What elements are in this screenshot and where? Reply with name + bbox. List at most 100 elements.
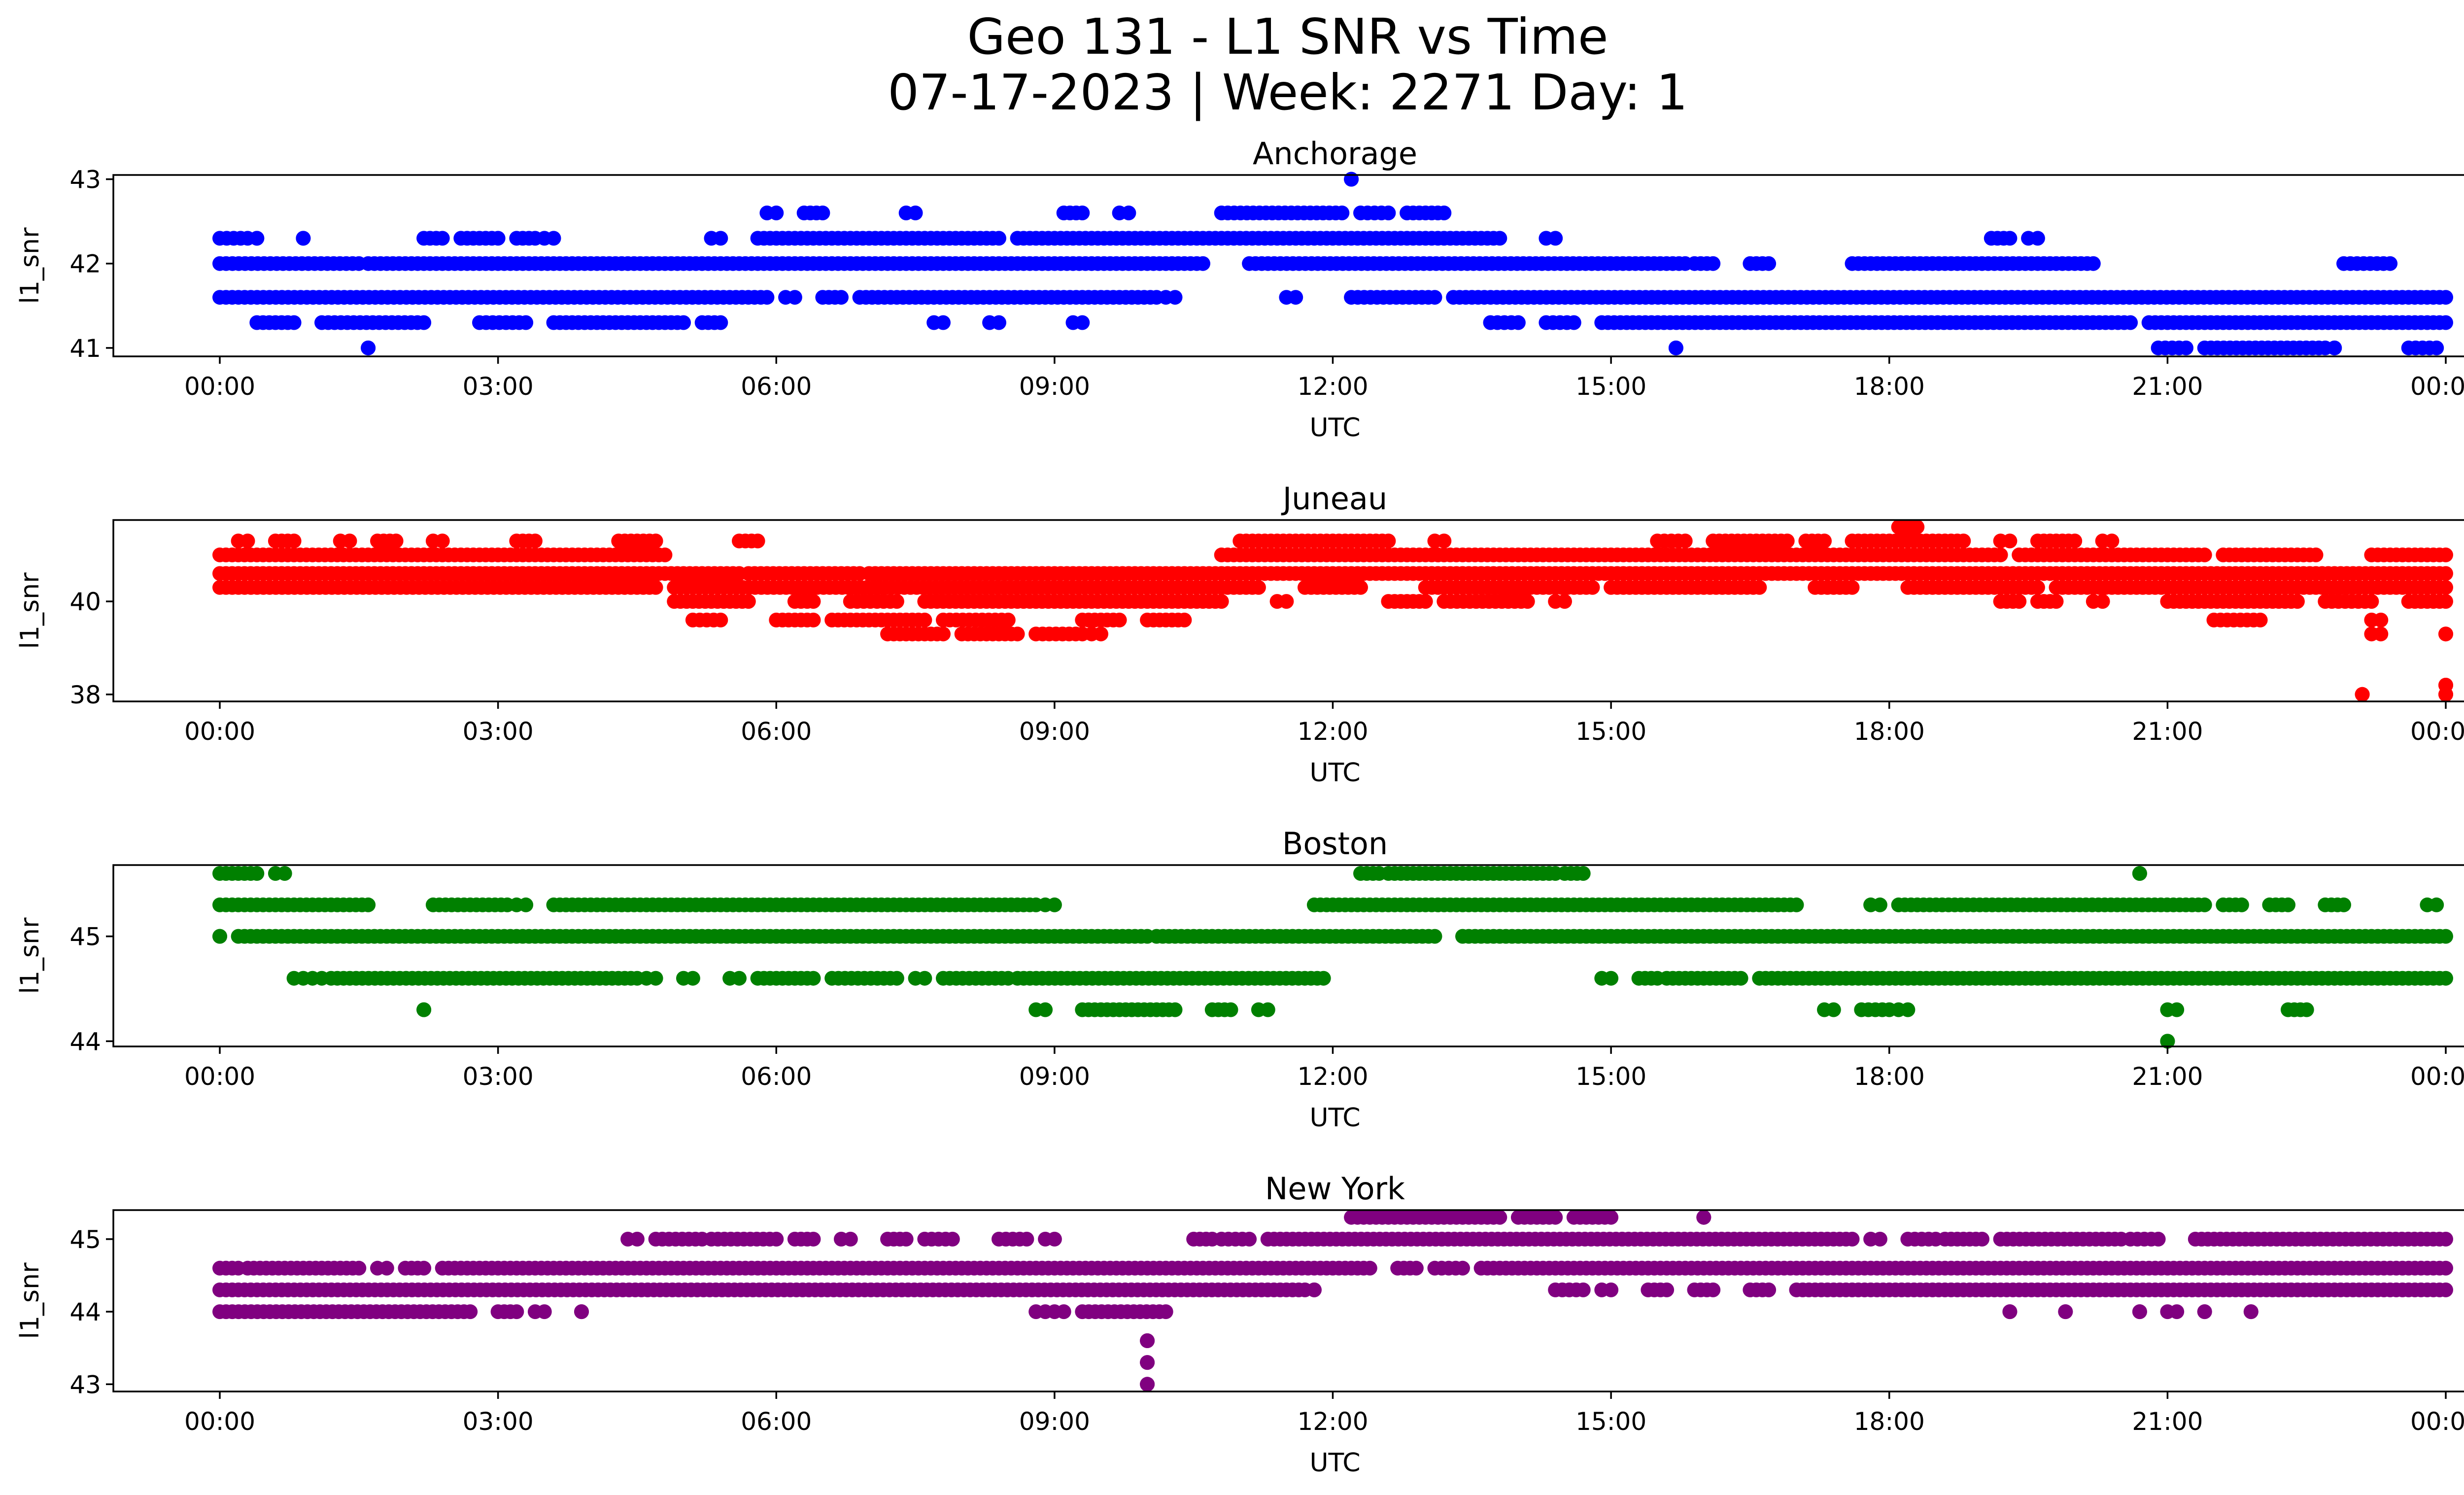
data-point — [806, 1231, 821, 1247]
data-point — [509, 1304, 524, 1320]
data-point — [2383, 256, 2398, 271]
y-axis-label: l1_snr — [15, 917, 45, 994]
x-tick-label: 12:00 — [1297, 372, 1368, 401]
data-point — [2429, 340, 2444, 355]
data-point — [2373, 626, 2389, 642]
data-point — [1112, 612, 1127, 627]
data-point — [1956, 533, 1971, 549]
data-point — [2429, 897, 2444, 912]
data-point — [1427, 290, 1442, 305]
y-tick-label: 44 — [69, 1027, 101, 1056]
data-point — [2179, 340, 2193, 355]
y-tick-label: 38 — [69, 681, 101, 709]
data-point — [1408, 1260, 1424, 1276]
axes-frame — [112, 1209, 2464, 1392]
data-point — [537, 1304, 552, 1320]
data-point — [2253, 612, 2268, 627]
x-tick-label: 18:00 — [1854, 1062, 1925, 1091]
data-point — [2438, 678, 2453, 693]
data-point — [1251, 580, 1266, 595]
data-point — [1056, 1304, 1071, 1320]
data-point — [936, 626, 951, 642]
data-point — [2104, 533, 2120, 549]
scatter-points — [212, 172, 2453, 355]
data-point — [1604, 1282, 1619, 1297]
data-point — [1604, 971, 1619, 986]
data-point — [2355, 687, 2370, 702]
data-point — [1492, 1210, 1507, 1225]
data-point — [1668, 340, 1683, 355]
data-point — [361, 897, 376, 912]
data-point — [2438, 1260, 2453, 1276]
data-point — [1260, 1002, 1275, 1017]
data-point — [1316, 971, 1331, 986]
x-tick-label: 09:00 — [1019, 1062, 1090, 1091]
data-point — [361, 340, 376, 355]
data-point — [2086, 256, 2101, 271]
data-point — [1575, 1282, 1591, 1297]
data-point — [2299, 1002, 2314, 1017]
data-point — [2002, 231, 2018, 246]
data-point — [1381, 206, 1396, 220]
data-point — [518, 897, 534, 912]
data-point — [2438, 971, 2453, 986]
data-point — [574, 1304, 589, 1320]
data-point — [2438, 290, 2453, 305]
data-point — [286, 315, 302, 330]
data-point — [1437, 533, 1452, 549]
data-point — [1019, 1231, 1034, 1247]
data-point — [379, 1260, 394, 1276]
data-point — [732, 971, 747, 986]
subplot-title: New York — [1265, 1171, 1405, 1207]
data-point — [2373, 612, 2389, 627]
x-axis-label: UTC — [1309, 413, 1360, 443]
scatter-points — [212, 520, 2453, 702]
data-point — [1306, 1282, 1322, 1297]
data-point — [1427, 929, 1442, 944]
data-point — [240, 533, 255, 549]
data-point — [2290, 594, 2305, 609]
data-point — [546, 231, 561, 246]
data-point — [1288, 290, 1303, 305]
data-point — [2438, 594, 2453, 609]
x-tick-label: 03:00 — [463, 717, 534, 746]
data-point — [1094, 626, 1108, 642]
x-tick-label: 21:00 — [2132, 717, 2203, 746]
y-axis-label: l1_snr — [15, 1262, 45, 1339]
data-point — [1900, 1002, 1916, 1017]
x-tick-label: 15:00 — [1575, 372, 1646, 401]
y-axis-label: l1_snr — [15, 572, 45, 649]
x-axis-label: UTC — [1309, 1103, 1360, 1133]
x-tick-label: 00:00 — [184, 372, 255, 401]
x-tick-label: 12:00 — [1297, 717, 1368, 746]
data-point — [992, 315, 1006, 330]
data-point — [2336, 897, 2351, 912]
data-point — [1167, 290, 1183, 305]
data-point — [490, 231, 506, 246]
data-point — [2002, 533, 2018, 549]
x-tick-label: 09:00 — [1019, 1407, 1090, 1436]
data-point — [1344, 172, 1359, 187]
subplot-title: Boston — [1282, 826, 1388, 862]
data-point — [2243, 1304, 2259, 1320]
data-point — [1566, 315, 1581, 330]
data-point — [2438, 566, 2453, 581]
data-point — [685, 971, 700, 986]
y-tick-label: 43 — [69, 166, 101, 194]
data-point — [1418, 594, 1433, 609]
data-point — [713, 231, 728, 246]
data-point — [787, 290, 802, 305]
data-point — [1047, 897, 1062, 912]
x-tick-label: 00:00 — [184, 717, 255, 746]
data-point — [1585, 580, 1600, 595]
data-point — [1604, 1210, 1619, 1225]
data-point — [1910, 520, 1925, 535]
x-tick-label: 06:00 — [741, 717, 812, 746]
data-point — [1548, 231, 1563, 246]
data-point — [1761, 1282, 1777, 1297]
axes-frame — [112, 174, 2464, 357]
data-point — [1845, 580, 1860, 595]
data-point — [936, 315, 951, 330]
data-point — [2067, 533, 2083, 549]
